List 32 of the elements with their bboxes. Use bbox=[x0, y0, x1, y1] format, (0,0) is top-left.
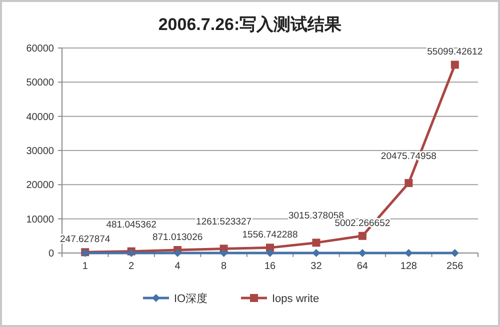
point bbox=[358, 232, 366, 240]
point bbox=[266, 249, 274, 257]
legend-label: Iops write bbox=[272, 293, 320, 305]
point bbox=[312, 238, 320, 247]
chart-title: 2006.7.26:写入测试结果 bbox=[158, 15, 343, 34]
point bbox=[266, 244, 274, 252]
data-label: 481.045362 bbox=[106, 219, 156, 230]
y-tick-label: 20000 bbox=[26, 180, 54, 192]
y-tick-label: 40000 bbox=[26, 112, 54, 123]
y-tick-label: 60000 bbox=[26, 44, 54, 54]
x-tick-label: 64 bbox=[356, 261, 368, 272]
y-tick-label: 10000 bbox=[26, 214, 54, 226]
x-tick-label: 32 bbox=[310, 261, 322, 272]
y-tick-label: 30000 bbox=[26, 146, 54, 157]
point bbox=[404, 179, 413, 188]
y-tick-label: 0 bbox=[48, 248, 54, 260]
data-label: 55099.42612 bbox=[427, 46, 483, 58]
point bbox=[312, 249, 320, 257]
x-tick-label: 2 bbox=[128, 261, 135, 272]
legend-label: IO深度 bbox=[174, 292, 208, 305]
y-tick-label: 50000 bbox=[26, 78, 54, 89]
x-tick-label: 1 bbox=[82, 261, 88, 272]
data-label: 1261.523327 bbox=[196, 216, 252, 228]
point bbox=[450, 60, 459, 69]
x-tick-label: 256 bbox=[446, 261, 464, 272]
x-tick-label: 4 bbox=[174, 261, 181, 272]
x-tick-label: 8 bbox=[220, 261, 227, 272]
x-tick-label: 16 bbox=[264, 261, 276, 272]
x-tick-label: 128 bbox=[400, 261, 418, 272]
data-label: 871.013026 bbox=[152, 232, 203, 244]
point bbox=[220, 249, 228, 257]
data-label: 1556.742288 bbox=[242, 230, 298, 241]
